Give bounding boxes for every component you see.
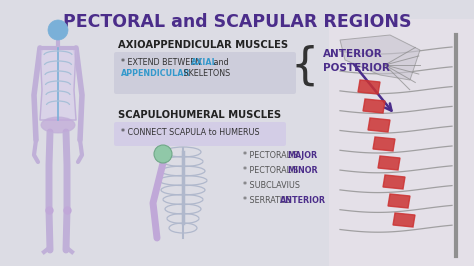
Text: and: and bbox=[211, 58, 228, 67]
Text: POSTERIOR: POSTERIOR bbox=[323, 63, 390, 73]
Polygon shape bbox=[358, 80, 380, 94]
Text: APPENDICULAR: APPENDICULAR bbox=[121, 69, 191, 78]
Text: * CONNECT SCAPULA to HUMERUS: * CONNECT SCAPULA to HUMERUS bbox=[121, 128, 260, 137]
Text: * SUBCLAVIUS: * SUBCLAVIUS bbox=[243, 181, 300, 190]
Circle shape bbox=[48, 20, 68, 40]
Text: ANTERIOR: ANTERIOR bbox=[323, 49, 383, 59]
FancyBboxPatch shape bbox=[114, 122, 286, 146]
Polygon shape bbox=[388, 194, 410, 208]
Polygon shape bbox=[340, 35, 420, 80]
Text: SCAPULOHUMERAL MUSCLES: SCAPULOHUMERAL MUSCLES bbox=[118, 110, 281, 120]
Text: * PECTORALIS: * PECTORALIS bbox=[243, 151, 301, 160]
Text: AXIAL: AXIAL bbox=[191, 58, 218, 67]
Polygon shape bbox=[40, 48, 76, 120]
Polygon shape bbox=[393, 213, 415, 227]
Text: MAJOR: MAJOR bbox=[287, 151, 317, 160]
Polygon shape bbox=[383, 175, 405, 189]
Text: SKELETONS: SKELETONS bbox=[181, 69, 230, 78]
Text: * PECTORALIS: * PECTORALIS bbox=[243, 166, 301, 175]
Text: ANTERIOR: ANTERIOR bbox=[281, 196, 327, 205]
FancyBboxPatch shape bbox=[329, 19, 474, 266]
FancyBboxPatch shape bbox=[114, 52, 296, 94]
Ellipse shape bbox=[41, 117, 75, 133]
Text: * EXTEND BETWEEN: * EXTEND BETWEEN bbox=[121, 58, 204, 67]
Text: PECTORAL and SCAPULAR REGIONS: PECTORAL and SCAPULAR REGIONS bbox=[63, 13, 411, 31]
Text: {: { bbox=[291, 45, 319, 88]
Polygon shape bbox=[373, 137, 395, 151]
Polygon shape bbox=[363, 99, 385, 113]
Polygon shape bbox=[378, 156, 400, 170]
Text: * SERRATUS: * SERRATUS bbox=[243, 196, 293, 205]
Circle shape bbox=[154, 145, 172, 163]
Polygon shape bbox=[368, 118, 390, 132]
Text: AXIOAPPENDICULAR MUSCLES: AXIOAPPENDICULAR MUSCLES bbox=[118, 40, 288, 50]
Text: MINOR: MINOR bbox=[287, 166, 318, 175]
